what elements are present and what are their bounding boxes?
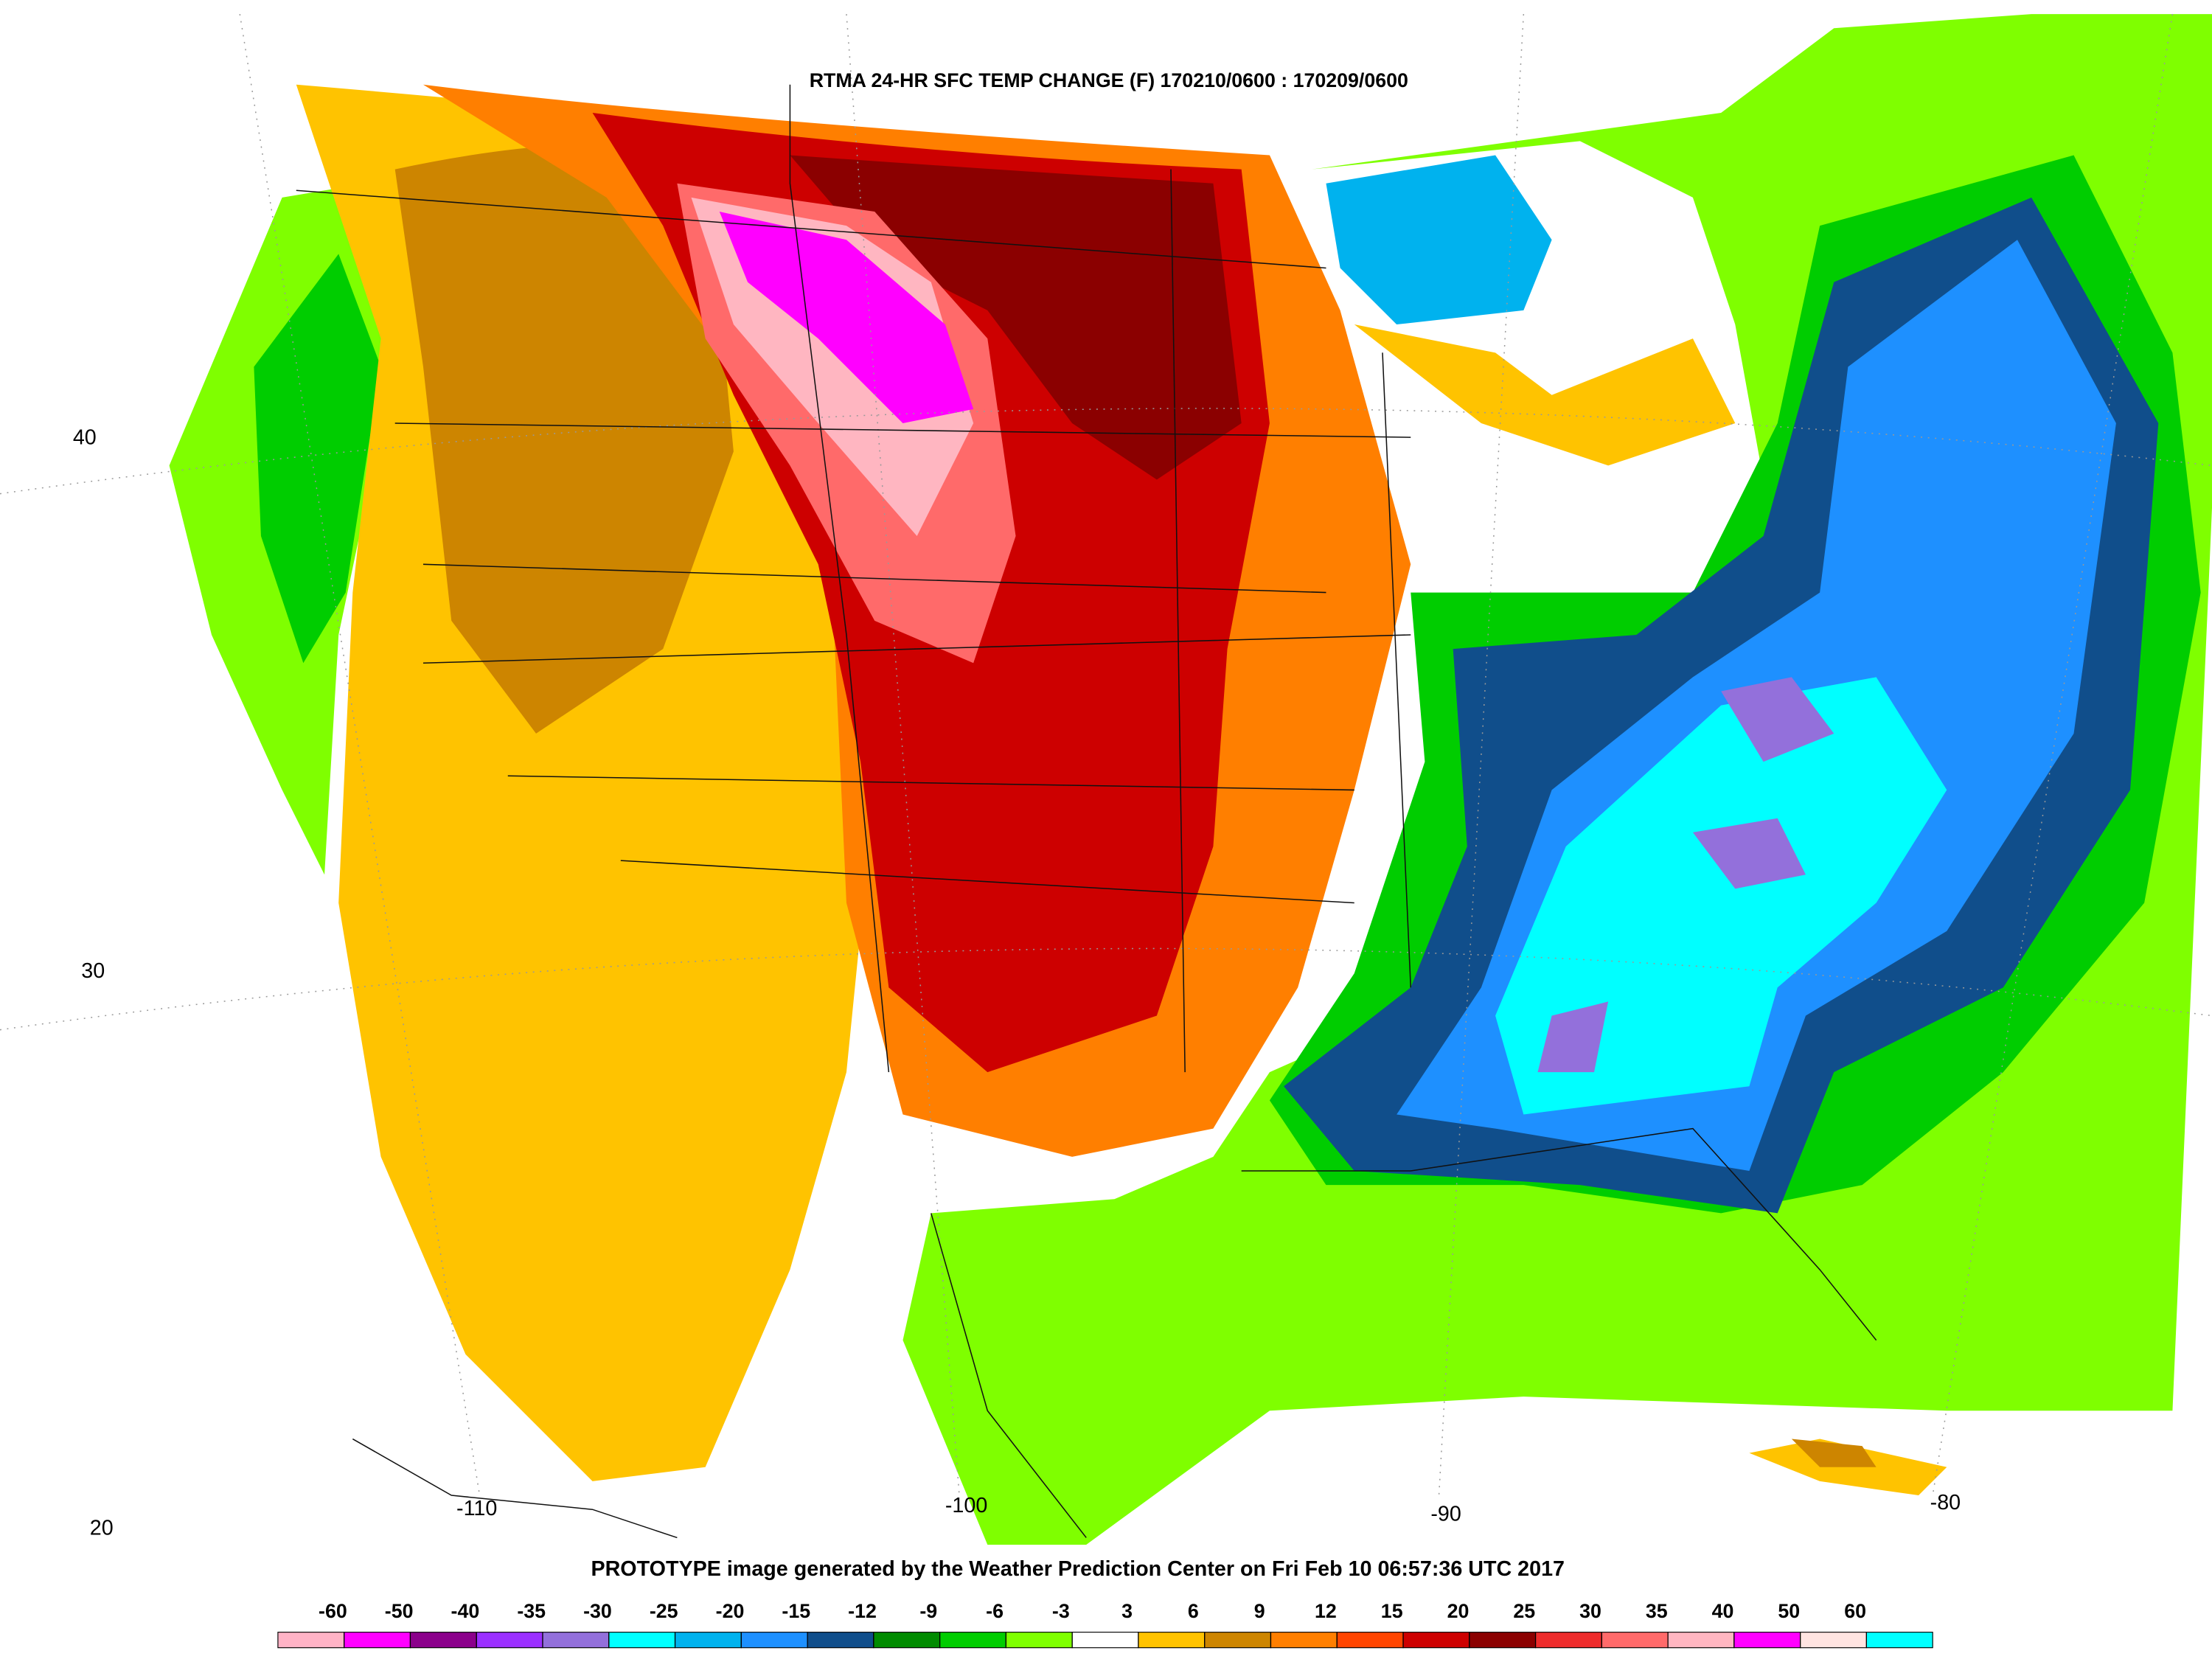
lon-label: -80 [1930, 1491, 1961, 1514]
colorbar-swatch [542, 1632, 610, 1649]
colorbar-label: -40 [451, 1600, 480, 1622]
boundaries [296, 84, 1877, 1539]
map-field [141, 14, 2212, 1545]
colorbar-swatch [740, 1632, 808, 1649]
colorbar-label: 15 [1381, 1600, 1403, 1622]
lat-label: 20 [90, 1517, 114, 1540]
colorbar-swatch [344, 1632, 411, 1649]
colorbar-swatch [1270, 1632, 1338, 1649]
colorbar-swatch [1601, 1632, 1669, 1649]
colorbar-swatch [674, 1632, 742, 1649]
colorbar-swatch [1071, 1632, 1139, 1649]
lat-label: 30 [81, 959, 105, 983]
title: RTMA 24-HR SFC TEMP CHANGE (F) 170210/06… [810, 69, 1408, 91]
lon-label: -110 [456, 1497, 497, 1520]
colorbar-label: -6 [986, 1600, 1004, 1622]
colorbar-label: 30 [1579, 1600, 1601, 1622]
colorbar-swatch [409, 1632, 477, 1649]
lon-label: -90 [1430, 1502, 1461, 1526]
colorbar-label: -3 [1052, 1600, 1070, 1622]
colorbar-swatch [1469, 1632, 1537, 1649]
colorbar-label: 35 [1646, 1600, 1668, 1622]
colorbar-label: -35 [517, 1600, 546, 1622]
colorbar-label: -30 [583, 1600, 612, 1622]
colorbar-label: -12 [848, 1600, 877, 1622]
colorbar-label: 9 [1254, 1600, 1265, 1622]
colorbar-label: -15 [782, 1600, 810, 1622]
colorbar-swatch [939, 1632, 1006, 1649]
colorbar-swatch [807, 1632, 874, 1649]
colorbar-swatch [1800, 1632, 1867, 1649]
colorbar-label: 12 [1315, 1600, 1337, 1622]
colorbar-label: 40 [1712, 1600, 1734, 1622]
colorbar-swatch [1534, 1632, 1602, 1649]
lat-label: 40 [73, 426, 97, 450]
colorbar-label: -25 [650, 1600, 678, 1622]
coordinate-labels: 40 30 20 -110 -100 -90 -80 [73, 426, 1961, 1540]
colorbar-swatch [1005, 1632, 1073, 1649]
colorbar-swatch [608, 1632, 676, 1649]
footer: PROTOTYPE image generated by the Weather… [591, 1557, 1565, 1581]
colorbar: -60 -50 -40 -35 -30 -25 -20 -15 -12 -9 -6 -3 3 6 9 12 15… [277, 1600, 1933, 1649]
colorbar-swatch [277, 1632, 345, 1649]
colorbar-label: -9 [919, 1600, 937, 1622]
lon-label: -100 [945, 1494, 987, 1517]
colorbar-swatch [1733, 1632, 1801, 1649]
colorbar-swatch [873, 1632, 941, 1649]
colorbar-label: 6 [1188, 1600, 1199, 1622]
colorbar-label: 60 [1844, 1600, 1866, 1622]
colorbar-swatch [1402, 1632, 1470, 1649]
colorbar-label: 25 [1513, 1600, 1535, 1622]
colorbar-label: 20 [1447, 1600, 1470, 1622]
graticule [0, 14, 2212, 1496]
colorbar-swatch [1865, 1632, 1933, 1649]
colorbar-label: -60 [319, 1600, 347, 1622]
colorbar-label: -50 [385, 1600, 414, 1622]
colorbar-swatch [476, 1632, 543, 1649]
colorbar-swatch [1336, 1632, 1404, 1649]
colorbar-label: -20 [716, 1600, 745, 1622]
colorbar-label: 50 [1778, 1600, 1800, 1622]
colorbar-swatch [1138, 1632, 1206, 1649]
colorbar-swatch [1667, 1632, 1735, 1649]
colorbar-label: 3 [1121, 1600, 1133, 1622]
colorbar-swatch [1204, 1632, 1272, 1649]
